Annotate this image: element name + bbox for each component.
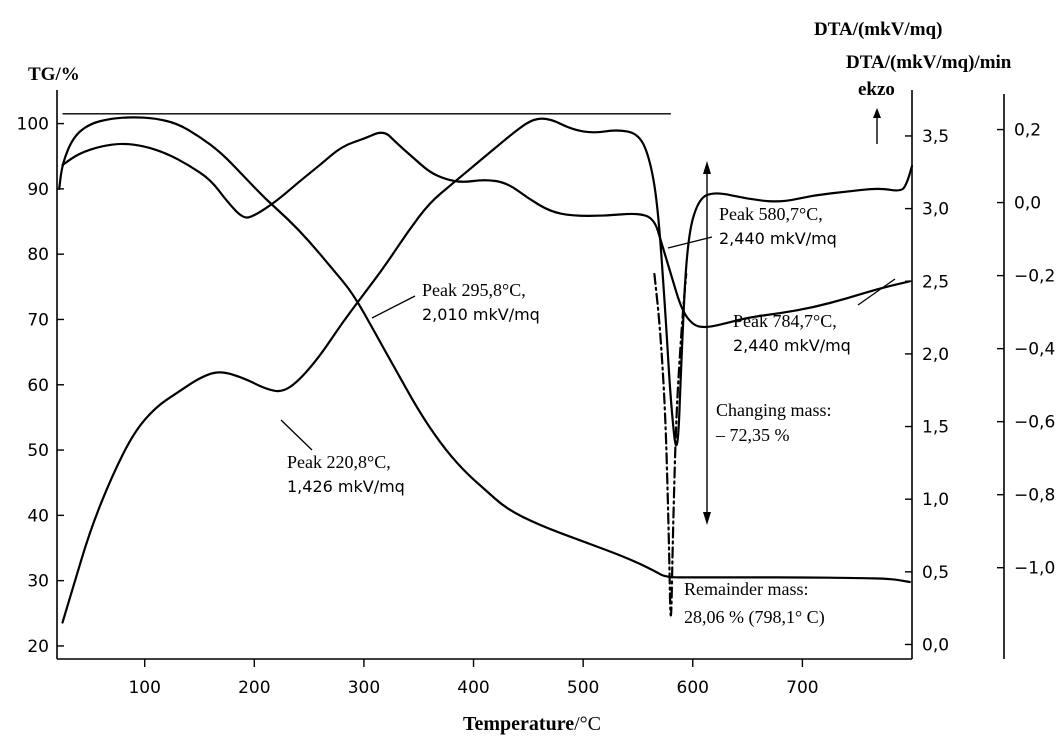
leader-peak-220 (280, 419, 313, 451)
y-left-tick-label: 20 (27, 637, 49, 657)
annotation-peak-220-line2: 1,426 mkV/mq (287, 477, 405, 496)
annotation-peak-220-line1: Peak 220,8°C, (287, 452, 391, 472)
y-left-tick-label: 90 (27, 180, 49, 200)
x-tick-label: 200 (238, 678, 270, 698)
leader-peak-580 (667, 236, 713, 249)
x-tick-label: 100 (128, 678, 160, 698)
annotation-peak-580: Peak 580,7°C, 2,440 mkV/mq (719, 204, 837, 248)
x-tick-label: 700 (786, 678, 818, 698)
x-tick-label: 300 (348, 678, 380, 698)
y-dta-tick-label: 0,0 (922, 635, 949, 655)
annotation-peak-784-line1: Peak 784,7°C, (733, 311, 837, 331)
y-left-tick-label: 50 (27, 441, 49, 461)
x-axis-label-unit: /°C (574, 713, 601, 735)
exo-label: ekzo (858, 79, 895, 100)
leader-peak-784 (857, 278, 896, 306)
series-ddta-curve-2 (61, 117, 914, 624)
annotation-peak-295: Peak 295,8°C, 2,010 mkV/mq (422, 280, 540, 324)
annotation-peak-784: Peak 784,7°C, 2,440 mkV/mq (733, 311, 851, 355)
y-dta-tick-label: 1,0 (922, 490, 949, 510)
ticks-layer: 100 200 300 400 500 600 700 100 90 80 70 60 50 40 30 20… (17, 115, 1056, 698)
annotation-remainder-mass-line1: Remainder mass: (684, 579, 808, 599)
annotation-peak-295-line2: 2,010 mkV/mq (422, 305, 540, 324)
series-layer (58, 113, 914, 624)
x-axis-label: Temperature/°C (463, 713, 601, 735)
x-tick-label: 600 (677, 678, 709, 698)
y-dta-tick-label: 3,5 (922, 127, 949, 147)
y-ddta-tick-label: 0,0 (1014, 194, 1041, 214)
y-ddta-tick-label: −0,2 (1014, 267, 1055, 287)
y-left-tick-label: 100 (17, 115, 49, 135)
y-ddta-tick-label: −0,4 (1014, 340, 1055, 360)
y-dta-axis-label: DTA/(mkV/mq) (814, 19, 942, 40)
annotation-leaders (280, 236, 896, 451)
annotation-peak-220: Peak 220,8°C, 1,426 mkV/mq (287, 452, 405, 496)
x-tick-label: 500 (567, 678, 599, 698)
annotation-peak-784-line2: 2,440 mkV/mq (733, 336, 851, 355)
annotation-changing-mass: Changing mass: – 72,35 % (715, 400, 836, 445)
series-dta-curve-0 (61, 131, 911, 329)
annotation-peak-580-line1: Peak 580,7°C, (719, 204, 823, 224)
x-axis-label-main: Temperature (463, 713, 574, 735)
y-dta-tick-label: 3,0 (922, 200, 949, 220)
annotation-remainder-mass-line2: 28,06 % (798,1° C) (684, 607, 825, 628)
y-left-tick-label: 80 (27, 245, 49, 265)
annotation-remainder-mass: Remainder mass: 28,06 % (798,1° C) (684, 579, 825, 628)
y-dta-tick-label: 1,5 (922, 418, 949, 438)
y-ddta-tick-label: −0,8 (1014, 486, 1055, 506)
mass-change-arrow-icon (703, 161, 711, 525)
y-left-axis-label: TG/% (28, 64, 80, 85)
annotation-changing-mass-line1: Changing mass: (716, 400, 832, 420)
annotation-peak-580-line2: 2,440 mkV/mq (719, 229, 837, 248)
y-ddta-axis-label: DTA/(mkV/mq)/min (846, 52, 1012, 73)
x-tick-label: 400 (457, 678, 489, 698)
y-ddta-tick-label: 0,2 (1014, 121, 1041, 141)
leader-peak-295 (371, 295, 416, 319)
y-dta-tick-label: 2,0 (922, 345, 949, 365)
series-dta-curve-3 (653, 272, 688, 617)
axes-layer (56, 90, 1005, 660)
y-left-tick-label: 30 (27, 572, 49, 592)
y-left-tick-label: 40 (27, 506, 49, 526)
y-ddta-tick-label: −1,0 (1014, 559, 1055, 579)
y-ddta-tick-label: −0,6 (1014, 413, 1055, 433)
annotation-changing-mass-line2: – 72,35 % (715, 425, 790, 445)
y-dta-tick-label: 2,5 (922, 272, 949, 292)
exo-arrow-icon (873, 108, 881, 144)
y-dta-tick-label: 0,5 (922, 563, 949, 583)
annotation-peak-295-line1: Peak 295,8°C, (422, 280, 526, 300)
y-left-tick-label: 70 (27, 310, 49, 330)
y-left-tick-label: 60 (27, 376, 49, 396)
